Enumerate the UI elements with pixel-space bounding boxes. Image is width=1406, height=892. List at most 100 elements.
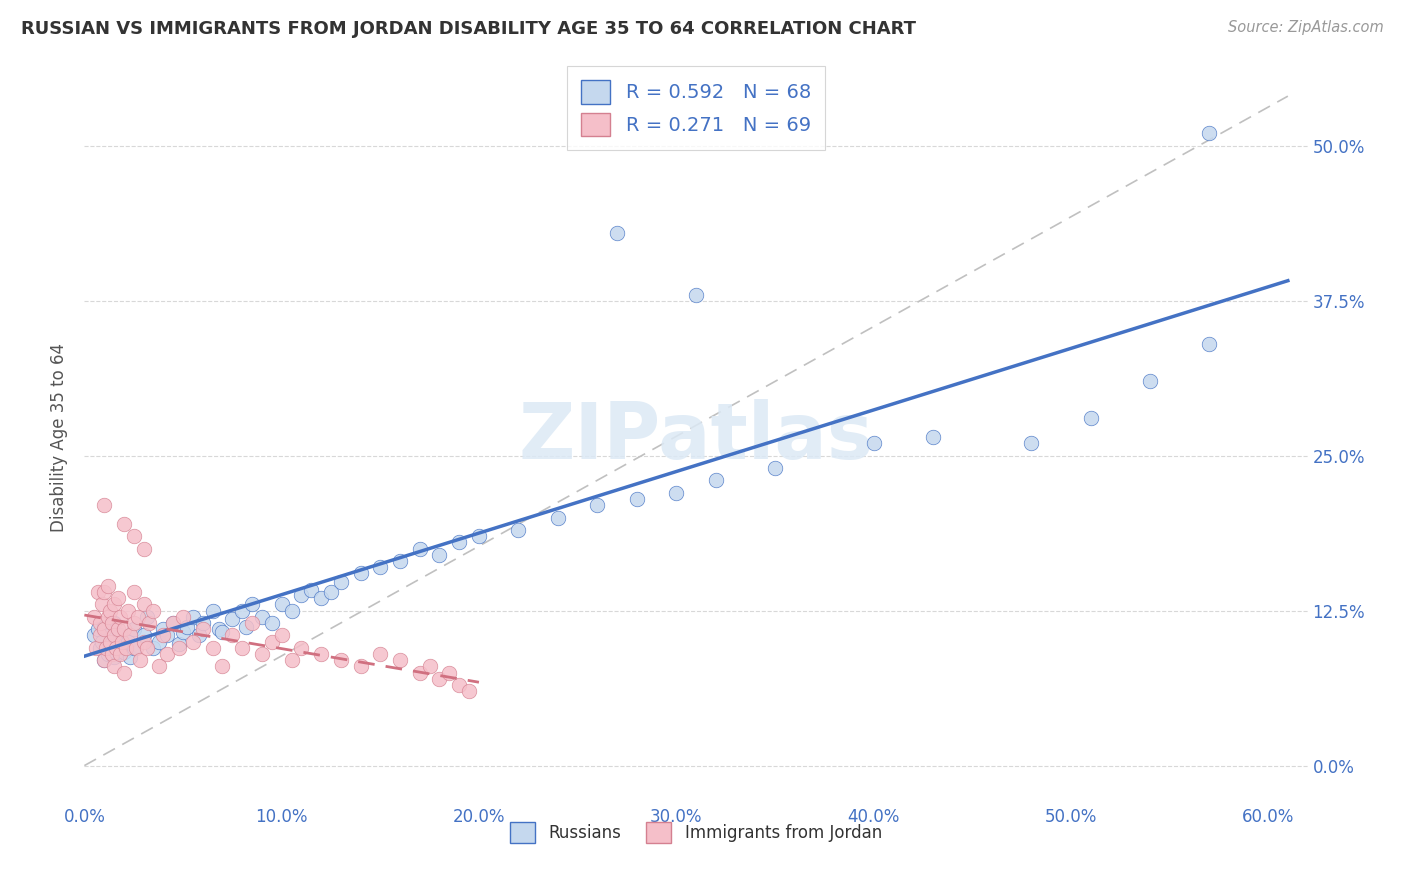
Point <box>108 610 131 624</box>
Point <box>221 612 243 626</box>
Point <box>290 588 312 602</box>
Legend: Russians, Immigrants from Jordan: Russians, Immigrants from Jordan <box>503 815 889 849</box>
Point <box>122 585 145 599</box>
Point <box>280 604 302 618</box>
Point <box>704 474 727 488</box>
Point <box>458 684 481 698</box>
Point <box>108 647 131 661</box>
Point <box>191 615 214 630</box>
Point <box>136 610 159 624</box>
Point <box>207 622 229 636</box>
Point <box>122 622 145 636</box>
Y-axis label: Disability Age 35 to 64: Disability Age 35 to 64 <box>51 343 69 532</box>
Point <box>211 659 233 673</box>
Point <box>111 634 134 648</box>
Point <box>172 624 194 639</box>
Point <box>93 585 115 599</box>
Point <box>97 579 120 593</box>
Point <box>136 640 159 655</box>
Point <box>280 653 302 667</box>
Point <box>240 615 263 630</box>
Point <box>299 582 322 597</box>
Point <box>231 640 253 655</box>
Point <box>921 430 943 444</box>
Point <box>107 622 129 636</box>
Point <box>87 622 110 636</box>
Point <box>103 649 125 664</box>
Point <box>429 672 451 686</box>
Point <box>240 598 263 612</box>
Point <box>329 653 352 667</box>
Point <box>122 615 145 630</box>
Point <box>309 647 332 661</box>
Point <box>89 640 111 655</box>
Text: Source: ZipAtlas.com: Source: ZipAtlas.com <box>1227 20 1384 35</box>
Point <box>449 678 471 692</box>
Point <box>152 622 174 636</box>
Point <box>626 491 648 506</box>
Point <box>112 665 135 680</box>
Point <box>260 615 283 630</box>
Point <box>132 598 155 612</box>
Point <box>201 640 224 655</box>
Point <box>132 541 155 556</box>
Point <box>439 665 461 680</box>
Point <box>148 659 170 673</box>
Point <box>132 634 155 648</box>
Point <box>152 628 174 642</box>
Point <box>250 647 273 661</box>
Point <box>319 585 342 599</box>
Point <box>468 529 491 543</box>
Point <box>122 529 145 543</box>
Point <box>103 628 125 642</box>
Point <box>389 653 412 667</box>
Point <box>93 653 115 667</box>
Point <box>93 622 115 636</box>
Point <box>176 620 198 634</box>
Point <box>117 634 139 648</box>
Point <box>172 610 194 624</box>
Point <box>118 649 141 664</box>
Point <box>231 604 253 618</box>
Point <box>250 610 273 624</box>
Point <box>156 647 179 661</box>
Point <box>112 622 135 636</box>
Point <box>1139 374 1161 388</box>
Point <box>89 615 111 630</box>
Point <box>167 640 190 655</box>
Point <box>167 637 190 651</box>
Point <box>93 498 115 512</box>
Point <box>409 665 432 680</box>
Point <box>97 610 120 624</box>
Point <box>508 523 530 537</box>
Point <box>104 644 127 658</box>
Point <box>122 640 145 655</box>
Point <box>103 598 125 612</box>
Point <box>138 615 160 630</box>
Point <box>260 634 283 648</box>
Point <box>181 634 204 648</box>
Point <box>91 598 114 612</box>
Point <box>270 628 292 642</box>
Point <box>83 610 105 624</box>
Point <box>97 647 120 661</box>
Point <box>156 628 179 642</box>
Point <box>98 604 121 618</box>
Point <box>93 653 115 667</box>
Point <box>107 591 129 606</box>
Point <box>187 628 209 642</box>
Point <box>103 659 125 673</box>
Point <box>124 640 146 655</box>
Point <box>101 615 124 630</box>
Point <box>162 615 184 630</box>
Point <box>368 560 391 574</box>
Point <box>148 634 170 648</box>
Point <box>1021 436 1043 450</box>
Point <box>83 628 105 642</box>
Point <box>606 226 628 240</box>
Point <box>181 610 204 624</box>
Point <box>142 604 165 618</box>
Point <box>98 637 121 651</box>
Point <box>763 461 786 475</box>
Point <box>349 659 371 673</box>
